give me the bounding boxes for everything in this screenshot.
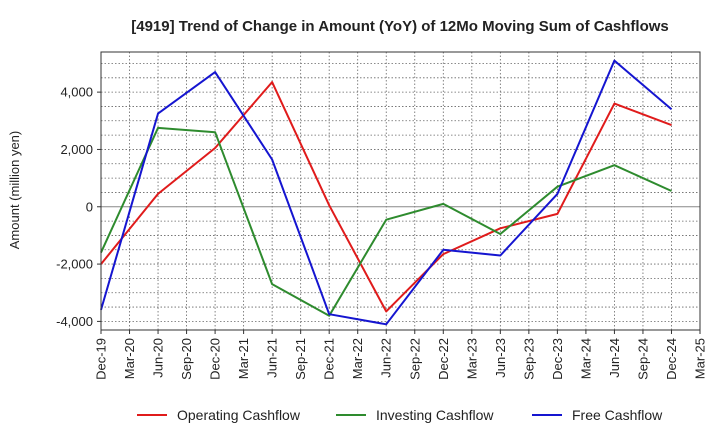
x-tick-label: Sep-24 [635,338,650,380]
y-tick-label: 4,000 [60,85,93,100]
x-tick-label: Dec-21 [322,338,337,380]
x-tick-label: Dec-20 [208,338,223,380]
x-tick-label: Mar-20 [122,338,137,379]
x-tick-labels: Dec-19 Mar-20 Jun-20 Sep-20 Dec-20 Mar-21 Jun-… [94,338,708,380]
x-tick-label: Dec-24 [664,338,679,380]
y-tick-label: -2,000 [56,257,93,272]
x-tick-label: Sep-21 [293,338,308,380]
plot-area [101,52,700,330]
y-tick-label: 0 [86,199,93,214]
x-tick-label: Mar-22 [350,338,365,379]
y-tick-label: 2,000 [60,142,93,157]
x-tick-label: Mar-21 [236,338,251,379]
series-line-operating-cashflow [100,81,672,313]
plot-frame [100,51,701,331]
x-tick-label: Jun-23 [493,338,508,378]
x-tick-label: Jun-24 [607,338,622,378]
y-tick-label: -4,000 [56,314,93,329]
legend: Operating Cashflow Investing Cashflow Free… [137,407,663,423]
legend-label: Operating Cashflow [177,407,301,423]
x-tick-label: Dec-22 [436,338,451,380]
chart-title: [4919] Trend of Change in Amount (YoY) o… [131,18,669,35]
series-line-investing-cashflow [100,126,672,317]
x-tick-label: Sep-23 [521,338,536,380]
x-tick-label: Jun-20 [151,338,166,378]
series-layer [100,59,673,326]
x-tick-label: Mar-25 [693,338,708,379]
x-tick-label: Dec-23 [550,338,565,380]
legend-label: Investing Cashflow [376,407,494,423]
x-tick-label: Mar-24 [578,338,593,379]
plot-background [101,52,700,330]
x-tick-label: Sep-22 [407,338,422,380]
x-tick-label: Jun-21 [265,338,280,378]
x-tick-label: Sep-20 [179,338,194,380]
x-tick-label: Mar-23 [464,338,479,379]
y-axis-label: Amount (million yen) [7,131,22,250]
axes [97,51,701,334]
x-tick-label: Dec-19 [94,338,109,380]
series-line-free-cashflow [100,59,673,326]
x-tick-label: Jun-22 [379,338,394,378]
legend-label: Free Cashflow [572,407,663,423]
y-tick-labels: -4,000 -2,000 0 2,000 4,000 [56,85,93,329]
